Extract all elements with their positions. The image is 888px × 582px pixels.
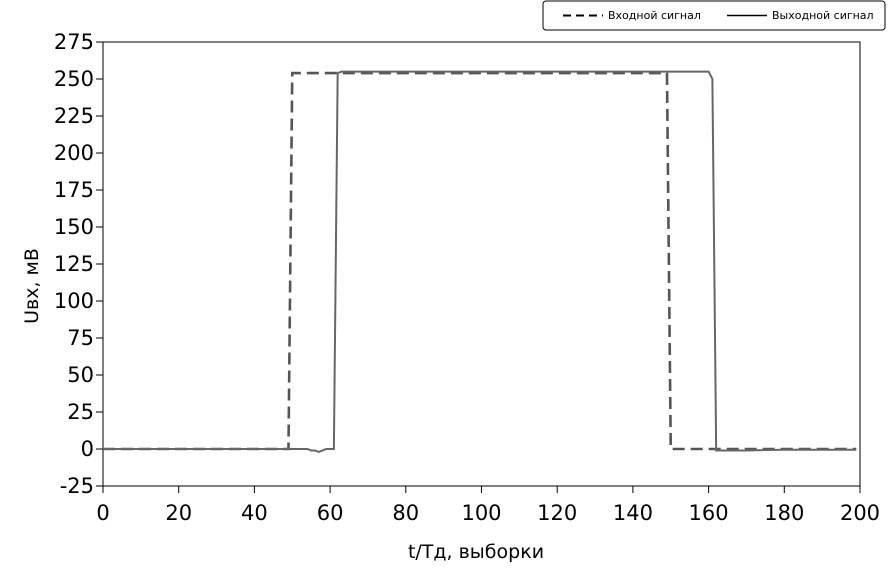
x-tick-label: 180 [764,501,804,525]
legend-label-output: Выходной сигнал [772,9,874,22]
series-layer [103,70,857,454]
y-tick-label: -25 [60,474,94,498]
y-tick-label: 100 [54,289,94,313]
x-tick-label: 80 [392,501,419,525]
y-tick-label: 75 [67,326,94,350]
y-tick-label: 200 [54,141,94,165]
y-tick-label: 175 [54,178,94,202]
plot-area [102,41,861,487]
y-tick-label: 125 [54,252,94,276]
x-tick-label: 160 [689,501,729,525]
x-tick-label: 200 [840,501,880,525]
x-axis-title: t/Tд, выборки [408,541,544,563]
x-tick-label: 0 [96,501,109,525]
x-tick-label: 100 [461,501,501,525]
y-axis-ticks: -25 0 25 50 75 100 125 150 175 200 225 250 275 [54,30,103,498]
y-axis-title: Uвх, мВ [21,248,43,324]
y-tick-label: 150 [54,215,94,239]
x-tick-label: 40 [241,501,268,525]
legend-label-input: Входной сигнал [608,9,701,22]
y-tick-label: 50 [67,363,94,387]
y-tick-label: 275 [54,30,94,54]
legend: Входной сигнал Выходной сигнал [542,0,886,31]
x-tick-label: 140 [613,501,653,525]
x-tick-label: 20 [165,501,192,525]
x-axis-ticks: 0 20 40 60 80 100 120 140 160 180 200 [96,486,880,525]
y-tick-label: 25 [67,400,94,424]
series-line-output [103,70,857,454]
y-tick-label: 0 [81,437,94,461]
x-tick-label: 120 [537,501,577,525]
legend-box [542,0,886,31]
y-tick-label: 225 [54,104,94,128]
y-tick-label: 250 [54,67,94,91]
x-tick-label: 60 [317,501,344,525]
